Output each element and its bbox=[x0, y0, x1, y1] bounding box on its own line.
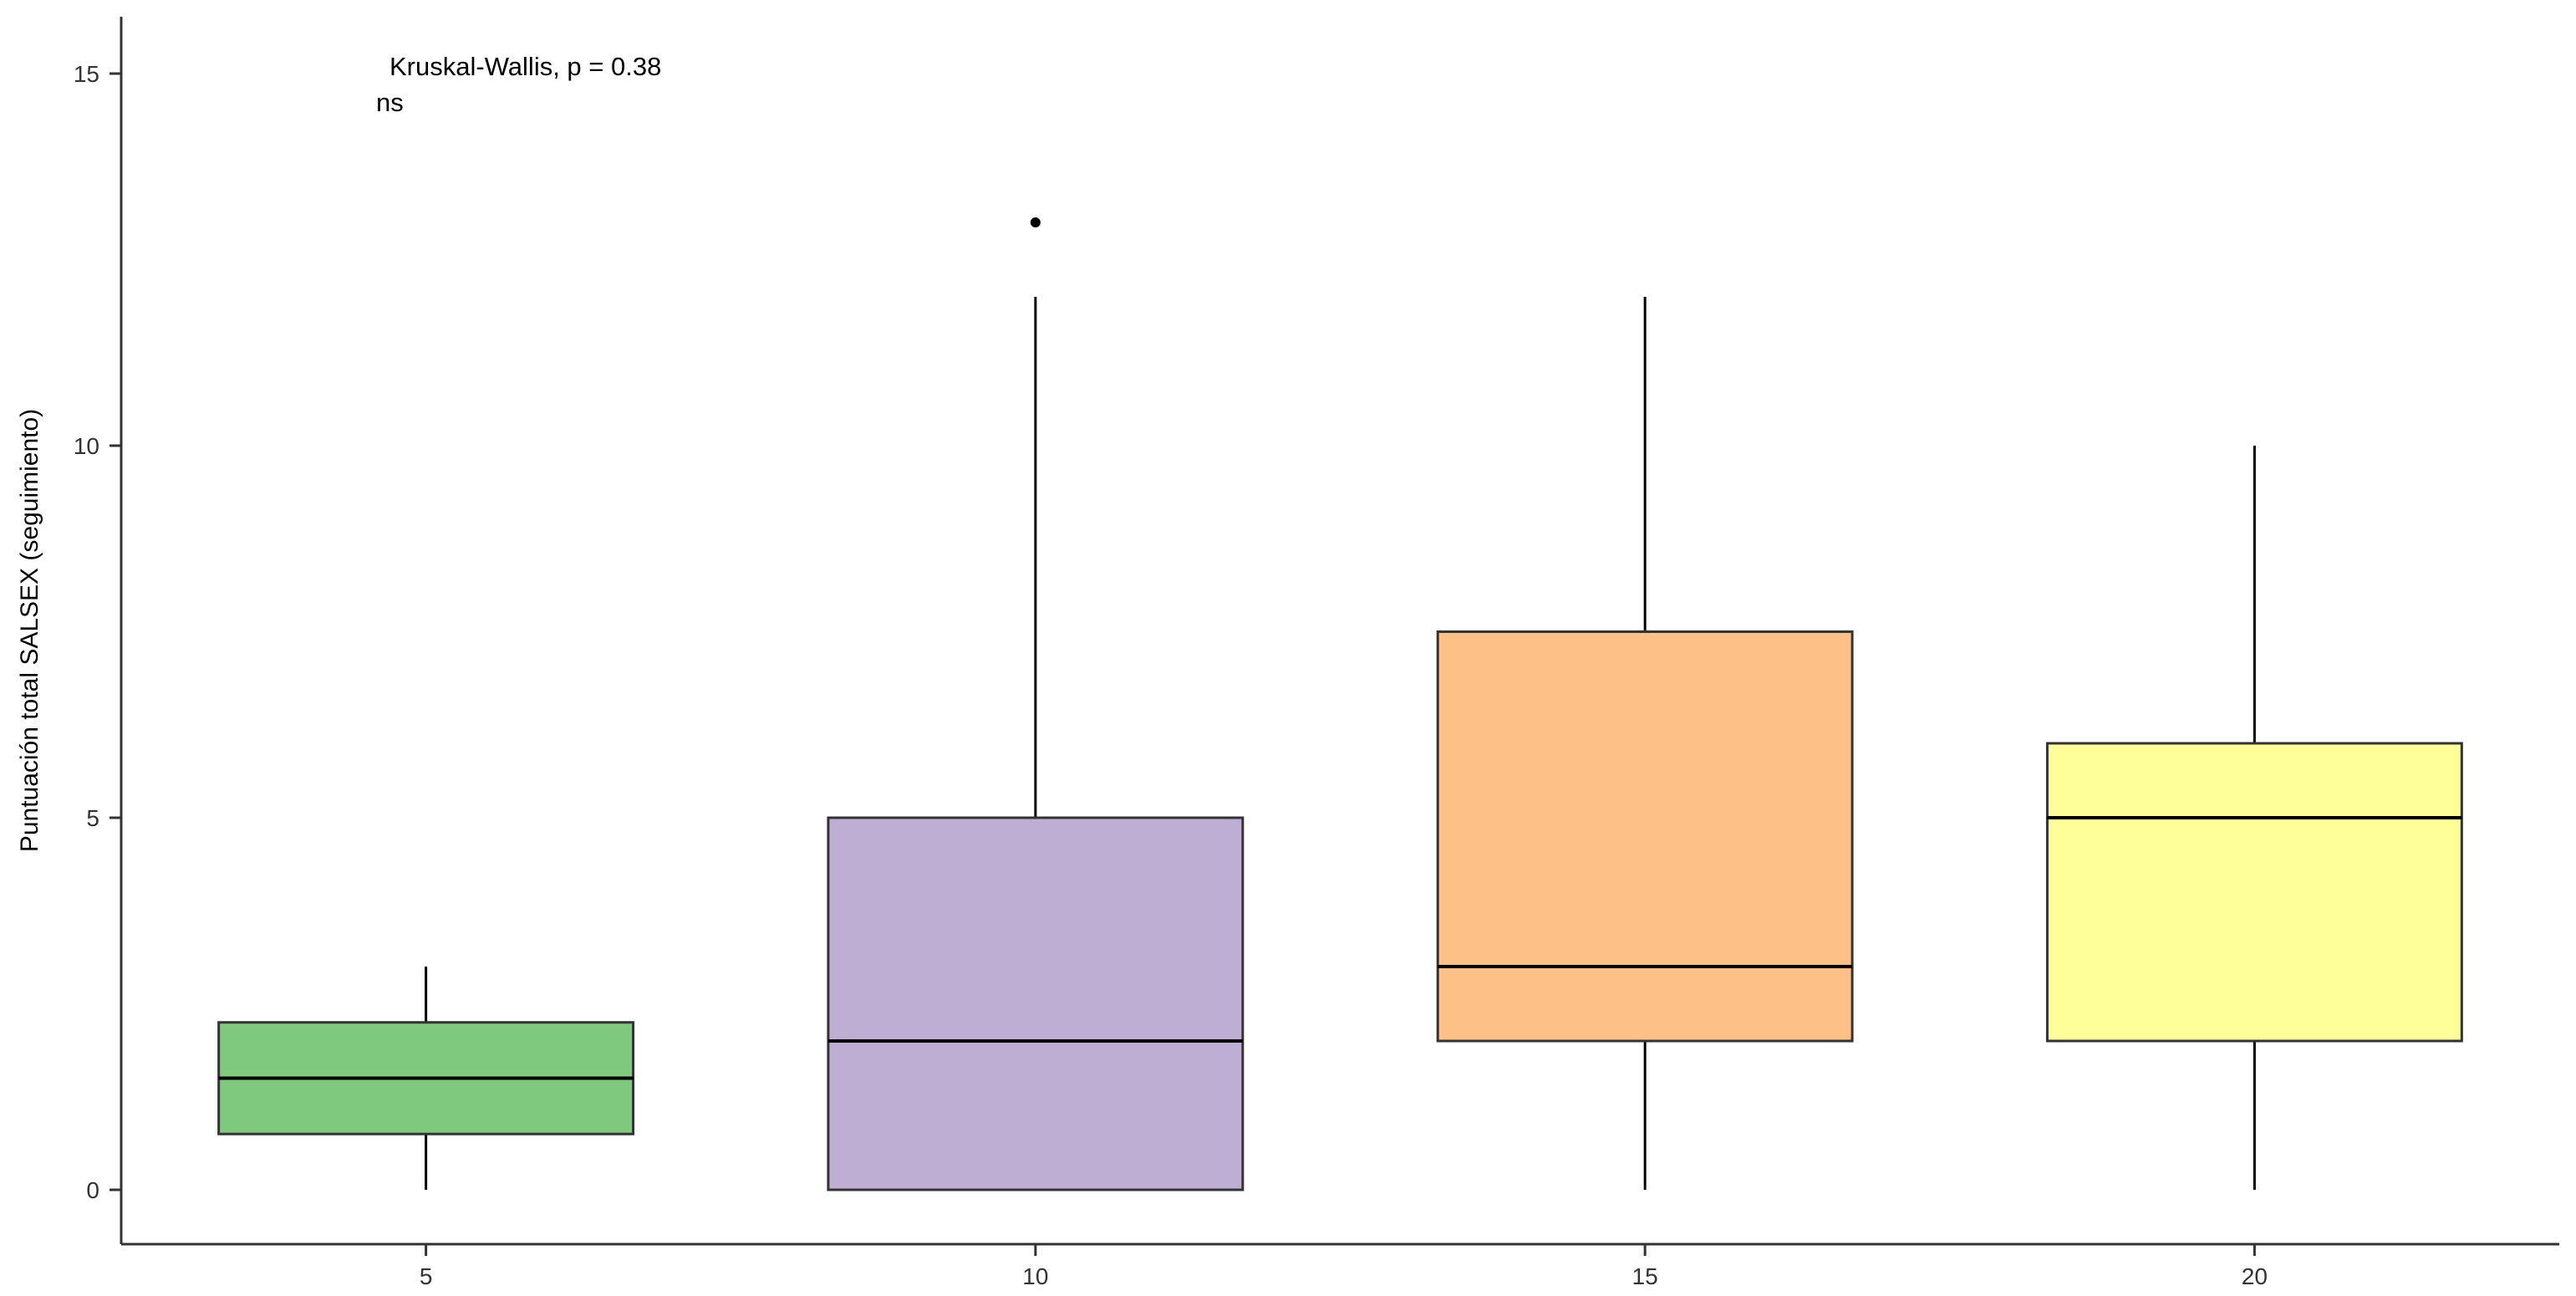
y-tick-label: 0 bbox=[86, 1177, 99, 1203]
box-15 bbox=[1436, 630, 1854, 1043]
x-tick-label: 10 bbox=[1022, 1263, 1048, 1289]
x-tick-label: 5 bbox=[420, 1263, 433, 1289]
y-axis-title: Puntuación total SALSEX (seguimiento) bbox=[16, 409, 43, 852]
box-10 bbox=[827, 816, 1245, 1191]
box-group-15 bbox=[1436, 297, 1854, 1190]
box-group-20 bbox=[2045, 446, 2463, 1190]
significance-annotation: ns bbox=[376, 88, 404, 117]
outlier-point bbox=[1030, 217, 1041, 227]
box-group-5 bbox=[217, 967, 635, 1190]
kruskal-wallis-annotation: Kruskal-Wallis, p = 0.38 bbox=[389, 52, 661, 81]
y-tick-label: 5 bbox=[86, 805, 99, 831]
x-tick-label: 20 bbox=[2242, 1263, 2268, 1289]
box-20 bbox=[2045, 742, 2463, 1043]
x-tick-label: 15 bbox=[1632, 1263, 1658, 1289]
y-tick-label: 10 bbox=[74, 433, 99, 459]
y-tick-label: 15 bbox=[74, 61, 99, 87]
box-group-10 bbox=[827, 217, 1245, 1191]
